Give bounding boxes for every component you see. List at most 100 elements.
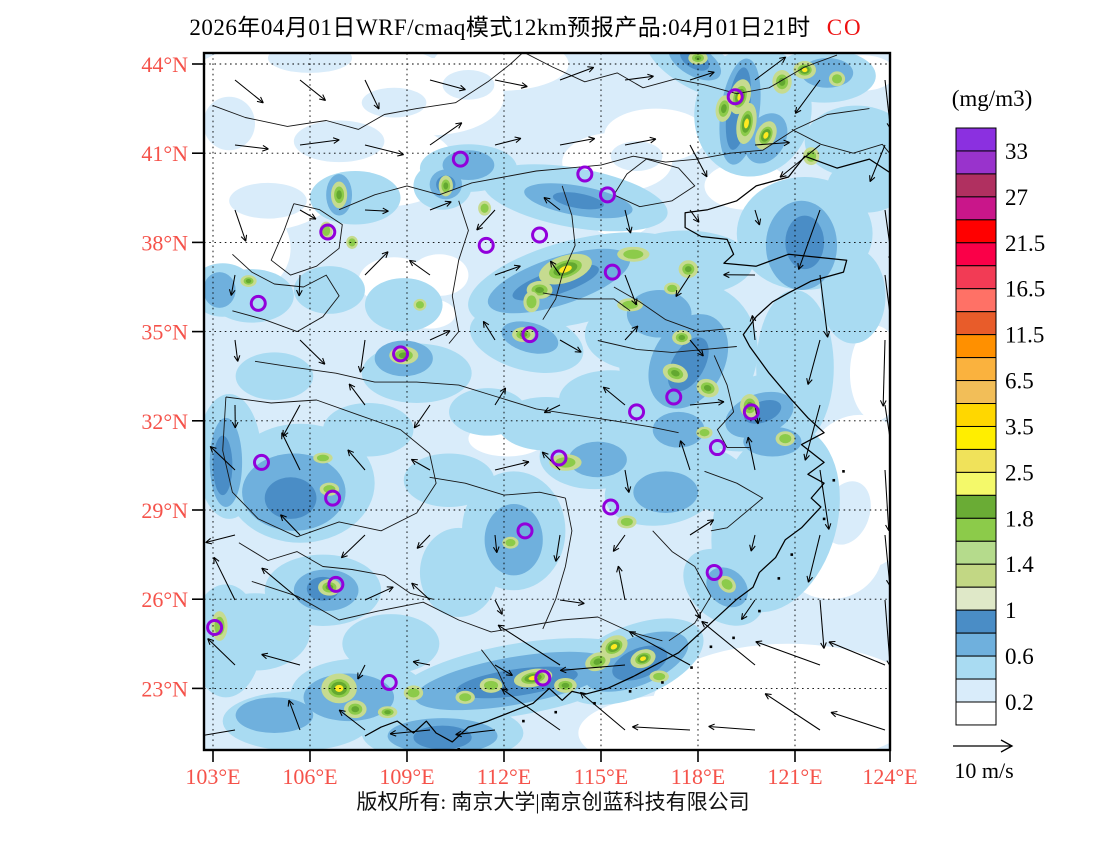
province-border [238, 542, 434, 600]
wind-arrow [411, 582, 431, 601]
hotspot-mid [484, 680, 499, 691]
wind-arrow-head [347, 449, 350, 457]
wind-arrow-head [779, 175, 787, 178]
wind-arrow-head [455, 122, 462, 125]
wind-arrow-head [707, 519, 714, 522]
map-shading-blob [322, 402, 414, 457]
lat-tick-label: 23°N [141, 676, 188, 701]
lon-tick-label: 118°E [671, 764, 725, 789]
wind-arrow [555, 534, 561, 562]
wind-arrow [624, 325, 639, 341]
wind-arrow-head [543, 197, 548, 204]
wind-arrow [751, 315, 756, 341]
wind-arrow [689, 144, 708, 178]
lat-tick-label: 35°N [141, 320, 188, 345]
province-border [251, 580, 663, 642]
wind-arrow [416, 534, 431, 549]
wind-arrow [429, 79, 466, 91]
wind-arrow [560, 664, 626, 671]
hotspot-mid [480, 203, 489, 213]
hotspot-mid [699, 429, 710, 437]
wind-arrow-head [723, 274, 730, 279]
wind-arrow-head [508, 669, 513, 676]
city-marker [598, 186, 616, 204]
wind-arrow [494, 599, 503, 615]
hotspot-core [336, 190, 342, 200]
wind-arrow [689, 401, 725, 406]
wind-arrow [207, 638, 236, 666]
wind-arrow-head [827, 330, 831, 338]
island-dot [777, 577, 781, 580]
wind-arrow-head [234, 421, 239, 429]
wind-arrow [754, 56, 786, 81]
hotspot-core-yellow [559, 265, 572, 273]
wind-arrow-head [497, 624, 502, 631]
wind-arrow [429, 330, 451, 341]
legend-swatch [955, 311, 997, 336]
lon-tick-label: 115°E [574, 764, 628, 789]
map-layers [204, 53, 890, 750]
lon-tick-label: 124°E [862, 764, 917, 789]
hotspot-core-yellow [801, 67, 808, 73]
wind-arrow-head [281, 432, 288, 438]
wind-arrow-head [523, 461, 530, 467]
wind-arrow-head [296, 289, 300, 297]
wind-arrow [750, 534, 756, 552]
wind-arrow [701, 621, 756, 666]
wind-arrow [348, 383, 366, 406]
city-marker [206, 618, 224, 636]
wind-arrow-head [708, 726, 715, 731]
wind-arrow-head [709, 519, 715, 526]
legend-swatch [955, 334, 997, 359]
island-dot [522, 719, 525, 723]
wind-arrow-head [798, 264, 804, 270]
wind-arrow [689, 209, 700, 223]
wind-arrow-head [319, 98, 326, 101]
map-shading-blob [235, 352, 314, 400]
wind-arrow-head [373, 104, 380, 110]
wind-arrow [559, 339, 582, 353]
island-dot [790, 553, 794, 556]
map-shading-blob [264, 477, 317, 519]
wind-arrow-head [357, 674, 364, 680]
wind-arrow-head [718, 401, 725, 406]
province-border [542, 292, 631, 312]
legend-tick-label: 0.6 [1005, 644, 1034, 669]
wind-arrow-head [414, 424, 421, 429]
hotspot-core [778, 77, 786, 86]
wind-arrow [204, 729, 236, 736]
city-marker [451, 150, 469, 168]
wind-arrow [579, 691, 626, 731]
wind-arrow-head [629, 631, 634, 638]
wind-arrow-head [333, 139, 340, 144]
wind-arrow-head [455, 730, 462, 735]
wind-arrow [494, 534, 498, 553]
wind-arrow-head [550, 260, 557, 265]
map-shading-blob [442, 69, 495, 100]
wind-arrow-head [416, 545, 424, 549]
wind-arrow [234, 144, 269, 150]
wind-arrow [689, 519, 714, 536]
wind-arrow-head [348, 383, 351, 391]
wind-arrow [675, 274, 691, 297]
wind-arrow-head [632, 723, 639, 728]
wind-arrow-head [411, 582, 415, 590]
city-marker [380, 673, 398, 691]
legend-tick-label: 1.8 [1005, 506, 1034, 531]
wind-arrow [213, 557, 236, 601]
hotspot-mid [505, 539, 516, 547]
city-marker [324, 489, 342, 507]
island-dot [709, 645, 713, 649]
map-shading-blob [267, 53, 353, 73]
wind-arrow-head [416, 542, 420, 549]
province-border [597, 340, 737, 353]
wind-arrow-head [233, 355, 239, 362]
wind-arrow-head [398, 150, 404, 156]
wind-arrow-head [631, 325, 639, 329]
province-border [524, 53, 838, 95]
wind-arrow-head [261, 567, 269, 571]
wind-arrow-head [779, 56, 786, 59]
title-species: CO [826, 15, 863, 40]
city-marker [742, 403, 760, 421]
